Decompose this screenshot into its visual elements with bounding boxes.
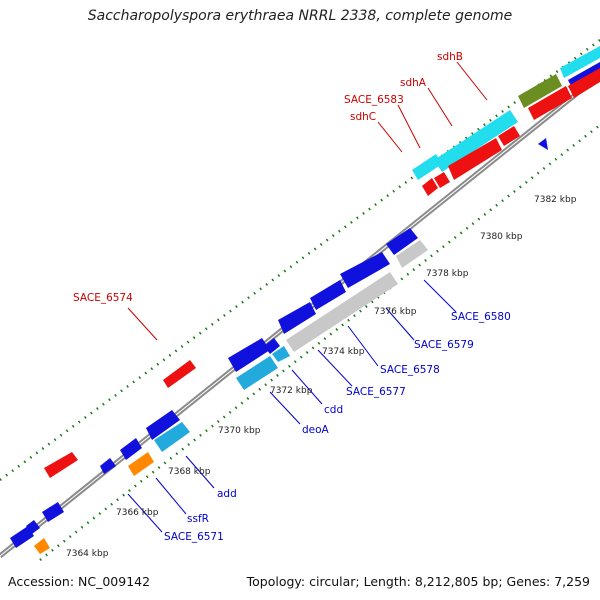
forward-genes xyxy=(44,46,600,478)
gene-sace6574-arrow xyxy=(163,360,196,388)
gene-cyan-sdhA xyxy=(434,110,518,172)
gene-label-add: add xyxy=(217,488,237,500)
leader-sdhB xyxy=(456,61,488,101)
gene-label-sdhA: sdhA xyxy=(400,77,427,89)
leader-SACE_6578 xyxy=(347,325,379,367)
gene-olive-arrow xyxy=(518,74,562,108)
gene-blue-6571-arrow xyxy=(42,502,64,522)
gene-label-ssfR: ssfR xyxy=(187,513,209,525)
gene-label-SACE_6580: SACE_6580 xyxy=(451,311,511,323)
sdh-gene-cluster xyxy=(412,68,600,196)
gene-blue-left-2 xyxy=(26,520,40,534)
leader-SACE_6574 xyxy=(127,307,158,341)
leader-SACE_6571 xyxy=(127,493,163,533)
gene-label-SACE_6583: SACE_6583 xyxy=(344,94,404,106)
gene-red-sdh-small xyxy=(498,126,520,146)
map-title: Saccharopolyspora erythraea NRRL 2338, c… xyxy=(87,8,513,24)
kbp-label: 7366 kbp xyxy=(116,508,159,518)
gene-label-SACE_6579: SACE_6579 xyxy=(414,339,474,351)
kbp-label: 7368 kbp xyxy=(168,467,211,477)
gene-red-sdhB-long xyxy=(448,138,502,180)
gene-red-sdh-2 xyxy=(434,172,450,188)
kbp-label: 7378 kbp xyxy=(426,269,469,279)
gene-cyan-forward-arrow xyxy=(560,46,600,78)
gene-red-sdh-1 xyxy=(422,178,438,196)
kbp-label: 7364 kbp xyxy=(66,549,109,559)
leader-deoA xyxy=(269,391,301,425)
gene-forward-red-arrow xyxy=(44,452,78,478)
gene-label-SACE_6578: SACE_6578 xyxy=(380,364,440,376)
accession-text: Accession: NC_009142 xyxy=(8,574,151,589)
gene-label-cdd: cdd xyxy=(324,404,343,416)
leader-add xyxy=(185,455,215,489)
leader-lines xyxy=(127,61,488,533)
gene-labels: sdhB sdhA SACE_6583 sdhC SACE_6574 SACE_… xyxy=(73,51,511,543)
gene-label-SACE_6574: SACE_6574 xyxy=(73,292,133,304)
gene-blue-left-1 xyxy=(10,526,34,548)
kbp-label: 7380 kbp xyxy=(480,232,523,242)
gene-red-right-2 xyxy=(568,68,600,98)
kbp-tick-labels: 7364 kbp 7366 kbp 7368 kbp 7370 kbp 7372… xyxy=(66,195,577,559)
gene-blue-6579-arrow xyxy=(340,252,390,288)
gene-blue-6578-arrow xyxy=(310,280,346,310)
gene-blue-small-arrow xyxy=(264,338,280,354)
gene-label-SACE_6577: SACE_6577 xyxy=(346,386,406,398)
gene-label-deoA: deoA xyxy=(302,424,330,436)
kbp-label: 7374 kbp xyxy=(322,347,365,357)
gene-cyan-small xyxy=(272,346,290,362)
gene-blue-small-tri xyxy=(538,138,548,150)
gene-blue-6577-arrow xyxy=(278,302,316,334)
gene-blue-add-arrow xyxy=(146,410,180,440)
leader-cdd xyxy=(291,369,323,405)
gene-label-sdhB: sdhB xyxy=(437,51,463,63)
leader-SACE_6583 xyxy=(397,104,421,149)
topology-text: Topology: circular; Length: 8,212,805 bp… xyxy=(246,574,590,589)
gene-gray-middle xyxy=(286,272,398,352)
leader-sdhA xyxy=(427,87,453,127)
leader-ssfR xyxy=(155,477,187,515)
kbp-label: 7372 kbp xyxy=(270,386,313,396)
gene-label-sdhC: sdhC xyxy=(350,111,376,123)
gene-sace6580-arrow xyxy=(386,228,418,255)
outer-tick-track xyxy=(0,38,600,482)
gene-cyan-deoA xyxy=(236,356,278,390)
kbp-label: 7370 kbp xyxy=(218,426,261,436)
gene-blue-ssfR-arrow xyxy=(120,438,142,460)
kbp-label: 7376 kbp xyxy=(374,307,417,317)
gene-cyan-add xyxy=(154,422,190,452)
leader-SACE_6577 xyxy=(317,349,353,387)
kbp-label: 7382 kbp xyxy=(534,195,577,205)
gene-label-SACE_6571: SACE_6571 xyxy=(164,531,224,543)
leader-SACE_6579 xyxy=(385,307,415,341)
leader-SACE_6580 xyxy=(423,279,457,313)
leader-sdhC xyxy=(377,121,403,153)
reverse-genes xyxy=(10,228,428,554)
gene-orange-ssfR xyxy=(128,452,154,476)
inner-tick-track xyxy=(39,124,600,561)
gene-gray-large xyxy=(396,240,428,268)
gene-orange-left xyxy=(34,538,50,554)
gene-blue-small-left xyxy=(100,458,116,474)
gene-red-right-1 xyxy=(528,86,572,120)
gene-blue-cdd-arrow xyxy=(228,338,270,372)
